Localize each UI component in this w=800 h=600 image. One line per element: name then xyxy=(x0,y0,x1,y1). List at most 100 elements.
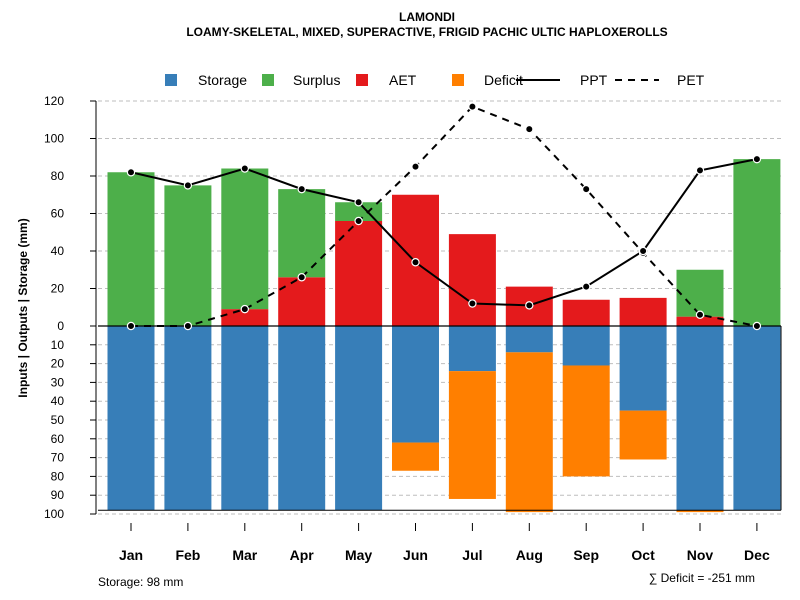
point-ppt-jun xyxy=(411,258,420,267)
chart-title: LAMONDI xyxy=(399,10,455,24)
bar-aet-may xyxy=(335,221,383,326)
point-pet-nov xyxy=(695,310,705,319)
bar-deficit-jul xyxy=(448,371,496,499)
bar-aet-jul xyxy=(448,234,496,326)
legend-swatch-surplus xyxy=(262,74,274,86)
bar-deficit-jun xyxy=(392,442,439,471)
x-label-apr: Apr xyxy=(290,547,315,563)
bar-storage-nov xyxy=(676,326,724,511)
bar-storage-oct xyxy=(619,326,667,411)
legend-label-deficit: Deficit xyxy=(484,72,523,88)
point-pet-mar xyxy=(240,304,249,314)
legend-swatch-deficit xyxy=(452,74,464,86)
point-pet-jan xyxy=(126,321,136,331)
y-tick-label-bottom-20: 20 xyxy=(51,357,65,371)
point-pet-may xyxy=(354,216,363,226)
x-label-nov: Nov xyxy=(687,547,714,563)
bar-storage-may xyxy=(335,326,383,511)
point-ppt-aug xyxy=(525,301,534,310)
x-label-may: May xyxy=(345,547,372,563)
line-ppt xyxy=(130,158,758,307)
point-ppt-nov xyxy=(695,166,705,175)
point-pet-aug xyxy=(525,124,534,134)
y-tick-label-top-40: 40 xyxy=(51,244,65,258)
point-ppt-mar xyxy=(240,164,249,173)
y-tick-label-bottom-10: 10 xyxy=(51,338,65,352)
x-label-jun: Jun xyxy=(403,547,428,563)
point-pet-feb xyxy=(183,321,193,331)
bar-aet-sep xyxy=(562,299,610,326)
bar-surplus-feb xyxy=(164,185,212,326)
bar-deficit-sep xyxy=(562,365,610,477)
point-pet-jul xyxy=(468,102,477,111)
point-pet-apr xyxy=(297,273,306,282)
point-pet-jun xyxy=(411,162,420,171)
y-tick-label-bottom-30: 30 xyxy=(51,375,65,389)
legend-swatch-storage xyxy=(165,74,177,86)
legend-label-storage: Storage xyxy=(198,72,247,88)
point-ppt-jan xyxy=(126,168,136,177)
legend-label-ppt: PPT xyxy=(580,72,608,88)
bar-storage-jun xyxy=(392,326,439,443)
y-tick-label-top-0: 0 xyxy=(57,319,64,333)
legend-swatch-aet xyxy=(356,74,368,86)
chart-subtitle: LOAMY-SKELETAL, MIXED, SUPERACTIVE, FRIG… xyxy=(186,25,667,39)
y-tick-label-bottom-100: 100 xyxy=(44,507,64,521)
axis-labels: Jan Feb Mar Apr May Jun Jul Aug Sep Oct Nov Dec xyxy=(119,523,770,563)
legend: Storage Surplus AET Deficit PPT PET xyxy=(165,72,705,88)
legend-label-surplus: Surplus xyxy=(293,72,340,88)
bar-deficit-oct xyxy=(619,410,667,460)
x-label-feb: Feb xyxy=(175,547,200,563)
line-pet xyxy=(131,105,758,327)
y-tick-label-top-100: 100 xyxy=(44,132,64,146)
y-tick-label-bottom-60: 60 xyxy=(51,432,65,446)
y-tick-label-top-60: 60 xyxy=(51,207,65,221)
x-label-dec: Dec xyxy=(744,547,770,563)
y-tick-label-top-20: 20 xyxy=(51,282,65,296)
bar-aet-mar xyxy=(221,309,269,326)
x-label-sep: Sep xyxy=(573,547,599,563)
y-tick-label-bottom-40: 40 xyxy=(51,394,65,408)
bar-storage-mar xyxy=(221,326,269,511)
x-label-jan: Jan xyxy=(119,547,143,563)
deficit-note: ∑ Deficit = -251 mm xyxy=(649,571,755,585)
y-tick-label-top-120: 120 xyxy=(44,94,64,108)
y-tick-label-bottom-90: 90 xyxy=(51,488,65,502)
legend-label-pet: PET xyxy=(677,72,705,88)
point-pet-dec xyxy=(752,321,762,331)
bar-aet-oct xyxy=(619,297,667,326)
bar-aet-nov xyxy=(676,316,724,326)
bar-surplus-mar xyxy=(221,168,269,310)
bar-storage-aug xyxy=(505,326,553,353)
x-label-jul: Jul xyxy=(462,547,482,563)
point-ppt-feb xyxy=(183,181,193,190)
bar-storage-jul xyxy=(448,326,496,372)
storage-note: Storage: 98 mm xyxy=(98,575,183,589)
bar-surplus-may xyxy=(335,202,383,221)
series-lines xyxy=(126,102,762,331)
bar-storage-dec xyxy=(733,326,781,511)
bar-storage-jan xyxy=(107,326,155,511)
point-ppt-apr xyxy=(297,184,306,194)
bars xyxy=(107,159,781,513)
y-tick-label-bottom-70: 70 xyxy=(51,451,65,465)
y-axis-label: Inputs | Outputs | Storage (mm) xyxy=(16,218,30,397)
point-pet-sep xyxy=(582,184,591,194)
y-tick-label-bottom-80: 80 xyxy=(51,469,65,483)
bar-deficit-nov xyxy=(676,510,724,513)
point-ppt-dec xyxy=(752,154,762,164)
x-label-oct: Oct xyxy=(631,547,655,563)
bar-storage-apr xyxy=(278,326,326,511)
gridlines xyxy=(98,100,781,515)
y-tick-label-bottom-50: 50 xyxy=(51,413,65,427)
point-ppt-jul xyxy=(468,299,477,308)
y-tick-label-top-80: 80 xyxy=(51,169,65,183)
bar-surplus-jan xyxy=(107,172,155,326)
bar-surplus-dec xyxy=(733,159,781,326)
bar-storage-sep xyxy=(562,326,610,366)
legend-label-aet: AET xyxy=(389,72,417,88)
bar-deficit-aug xyxy=(505,352,553,513)
point-ppt-sep xyxy=(582,282,591,291)
bar-aet-apr xyxy=(278,277,326,326)
